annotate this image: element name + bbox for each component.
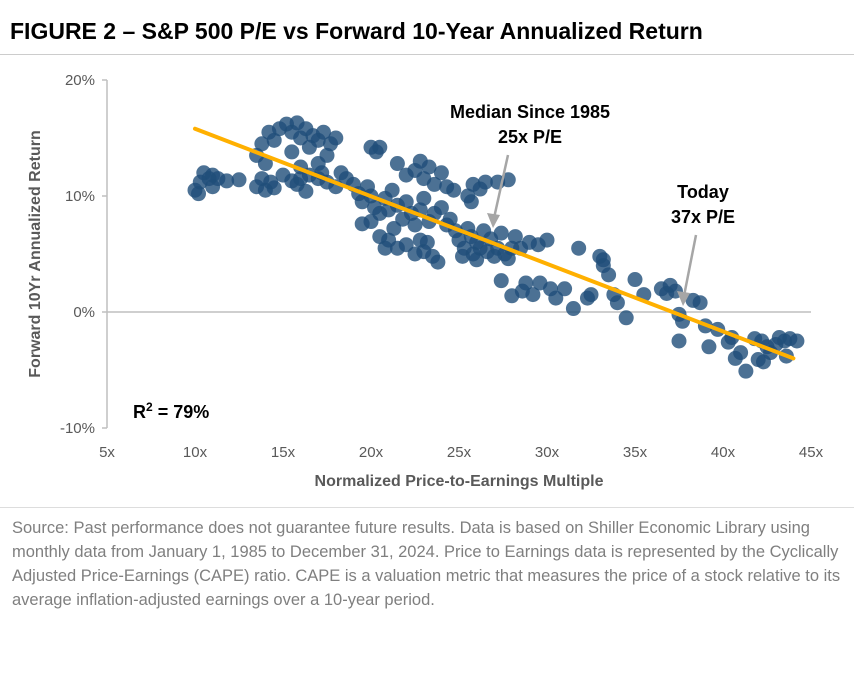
- x-tick-label: 20x: [359, 444, 384, 461]
- data-point: [733, 345, 749, 361]
- data-point: [720, 334, 736, 350]
- data-point: [463, 194, 479, 210]
- data-point: [377, 240, 393, 256]
- data-point: [565, 301, 581, 317]
- scatter-chart: 20% 10% 0% -10%5x 10x 15x 20x 25x 30x 35x 40x 45x N…: [27, 72, 824, 490]
- data-point: [493, 225, 509, 241]
- source-divider: [0, 507, 854, 508]
- data-point: [430, 254, 446, 270]
- annotation-today: Today 37x P/E: [671, 182, 735, 306]
- data-point: [455, 248, 471, 264]
- data-point: [426, 176, 442, 192]
- data-point: [789, 333, 805, 349]
- data-point: [433, 200, 449, 216]
- data-point: [477, 174, 493, 190]
- data-point: [363, 214, 379, 230]
- data-point: [416, 190, 432, 206]
- data-point: [315, 124, 331, 140]
- data-point: [627, 272, 643, 288]
- trend-line: [193, 126, 796, 361]
- x-axis-label: Normalized Price-to-Earnings Multiple: [315, 473, 604, 490]
- annotation-today-line1: Today: [677, 182, 729, 202]
- data-point: [507, 229, 523, 245]
- data-point: [701, 339, 717, 355]
- data-point: [328, 130, 344, 146]
- data-point: [557, 281, 573, 297]
- data-point: [518, 275, 534, 291]
- x-tick-label: 35x: [623, 444, 648, 461]
- data-point: [671, 333, 687, 349]
- data-point: [525, 287, 541, 303]
- data-point: [442, 211, 458, 227]
- data-point: [738, 363, 754, 379]
- x-tick-label: 5x: [99, 444, 115, 461]
- data-point: [398, 194, 414, 210]
- data-point: [609, 295, 625, 311]
- data-point: [583, 287, 599, 303]
- x-tick-label: 45x: [799, 444, 824, 461]
- data-point: [539, 232, 555, 248]
- x-tick-label: 10x: [183, 444, 208, 461]
- arrow-median: [492, 154, 510, 219]
- arrowhead-median-icon: [487, 213, 500, 228]
- data-point: [618, 310, 634, 326]
- data-point: [407, 217, 423, 233]
- data-point: [310, 156, 326, 172]
- data-point: [219, 173, 235, 189]
- data-points: [187, 115, 805, 379]
- x-tick-label: 15x: [271, 444, 296, 461]
- data-point: [289, 176, 305, 192]
- data-point: [433, 165, 449, 181]
- data-point: [750, 352, 766, 368]
- y-axis-label: Forward 10Yr Annualized Return: [27, 130, 44, 377]
- title-divider: [0, 54, 854, 55]
- y-tick-label: 20%: [65, 72, 95, 89]
- data-point: [257, 156, 273, 172]
- data-point: [372, 139, 388, 155]
- data-point: [266, 132, 282, 148]
- annotation-median: Median Since 1985 25x P/E: [450, 102, 610, 228]
- data-point: [571, 240, 587, 256]
- data-point: [389, 240, 405, 256]
- annotation-median-line1: Median Since 1985: [450, 102, 610, 122]
- data-point: [595, 252, 611, 268]
- data-point: [389, 156, 405, 172]
- data-point: [419, 234, 435, 250]
- y-tick-label: -10%: [60, 420, 95, 437]
- y-tick-label: 10%: [65, 188, 95, 205]
- data-point: [266, 180, 282, 196]
- data-point: [412, 153, 428, 169]
- source-note: Source: Past performance does not guaran…: [12, 519, 841, 609]
- data-point: [692, 295, 708, 311]
- annotation-median-line2: 25x P/E: [498, 127, 562, 147]
- annotation-today-line2: 37x P/E: [671, 207, 735, 227]
- r-squared-label: R2 = 79%: [133, 400, 209, 422]
- arrowhead-today-icon: [677, 291, 690, 306]
- y-tick-label: 0%: [73, 304, 95, 321]
- data-point: [386, 220, 402, 236]
- data-point: [284, 144, 300, 160]
- arrow-today: [682, 234, 698, 297]
- data-point: [446, 182, 462, 198]
- data-point: [301, 139, 317, 155]
- x-tick-label: 40x: [711, 444, 736, 461]
- data-point: [493, 273, 509, 289]
- data-point: [384, 182, 400, 198]
- axes: [102, 79, 811, 429]
- x-tick-label: 25x: [447, 444, 472, 461]
- data-point: [205, 167, 221, 183]
- data-point: [469, 252, 485, 268]
- figure-title: FIGURE 2 – S&P 500 P/E vs Forward 10-Yea…: [10, 18, 703, 44]
- data-point: [254, 136, 270, 152]
- data-point: [601, 267, 617, 283]
- data-point: [231, 172, 247, 188]
- x-tick-label: 30x: [535, 444, 560, 461]
- data-point: [191, 186, 207, 202]
- tick-labels: 20% 10% 0% -10%5x 10x 15x 20x 25x 30x 35x 40x 45x: [60, 72, 824, 461]
